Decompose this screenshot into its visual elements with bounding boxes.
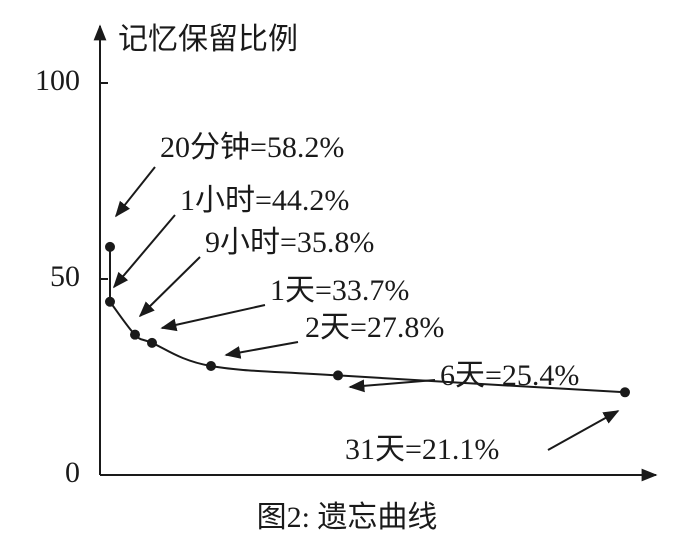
annotation-arrow bbox=[547, 410, 620, 451]
data-point bbox=[105, 241, 115, 252]
data-point bbox=[620, 387, 630, 398]
data-label: 6天=25.4% bbox=[440, 359, 579, 392]
data-label: 9小时=35.8% bbox=[205, 226, 374, 259]
data-label: 2天=27.8% bbox=[305, 311, 444, 344]
y-axis-label: 记忆保留比例 bbox=[118, 23, 298, 56]
data-point bbox=[147, 337, 157, 348]
data-point bbox=[333, 370, 343, 381]
y-tick-label: 50 bbox=[50, 260, 80, 293]
data-point bbox=[130, 329, 140, 340]
y-tick-label: 100 bbox=[35, 64, 80, 97]
annotation-arrow bbox=[115, 166, 156, 218]
caption: 图2: 遗忘曲线 bbox=[257, 501, 438, 534]
annotation-arrow bbox=[160, 304, 266, 332]
annotation-arrow bbox=[224, 341, 299, 359]
y-tick-label: 0 bbox=[65, 456, 80, 489]
annotation-arrow bbox=[112, 214, 176, 289]
data-label: 1天=33.7% bbox=[270, 274, 409, 307]
data-point bbox=[206, 361, 216, 372]
data-label: 20分钟=58.2% bbox=[160, 131, 344, 164]
data-label: 1小时=44.2% bbox=[180, 184, 349, 217]
data-label: 31天=21.1% bbox=[345, 433, 499, 466]
data-point bbox=[105, 296, 115, 307]
annotation-arrow bbox=[138, 256, 201, 318]
annotation-arrow bbox=[348, 379, 436, 393]
